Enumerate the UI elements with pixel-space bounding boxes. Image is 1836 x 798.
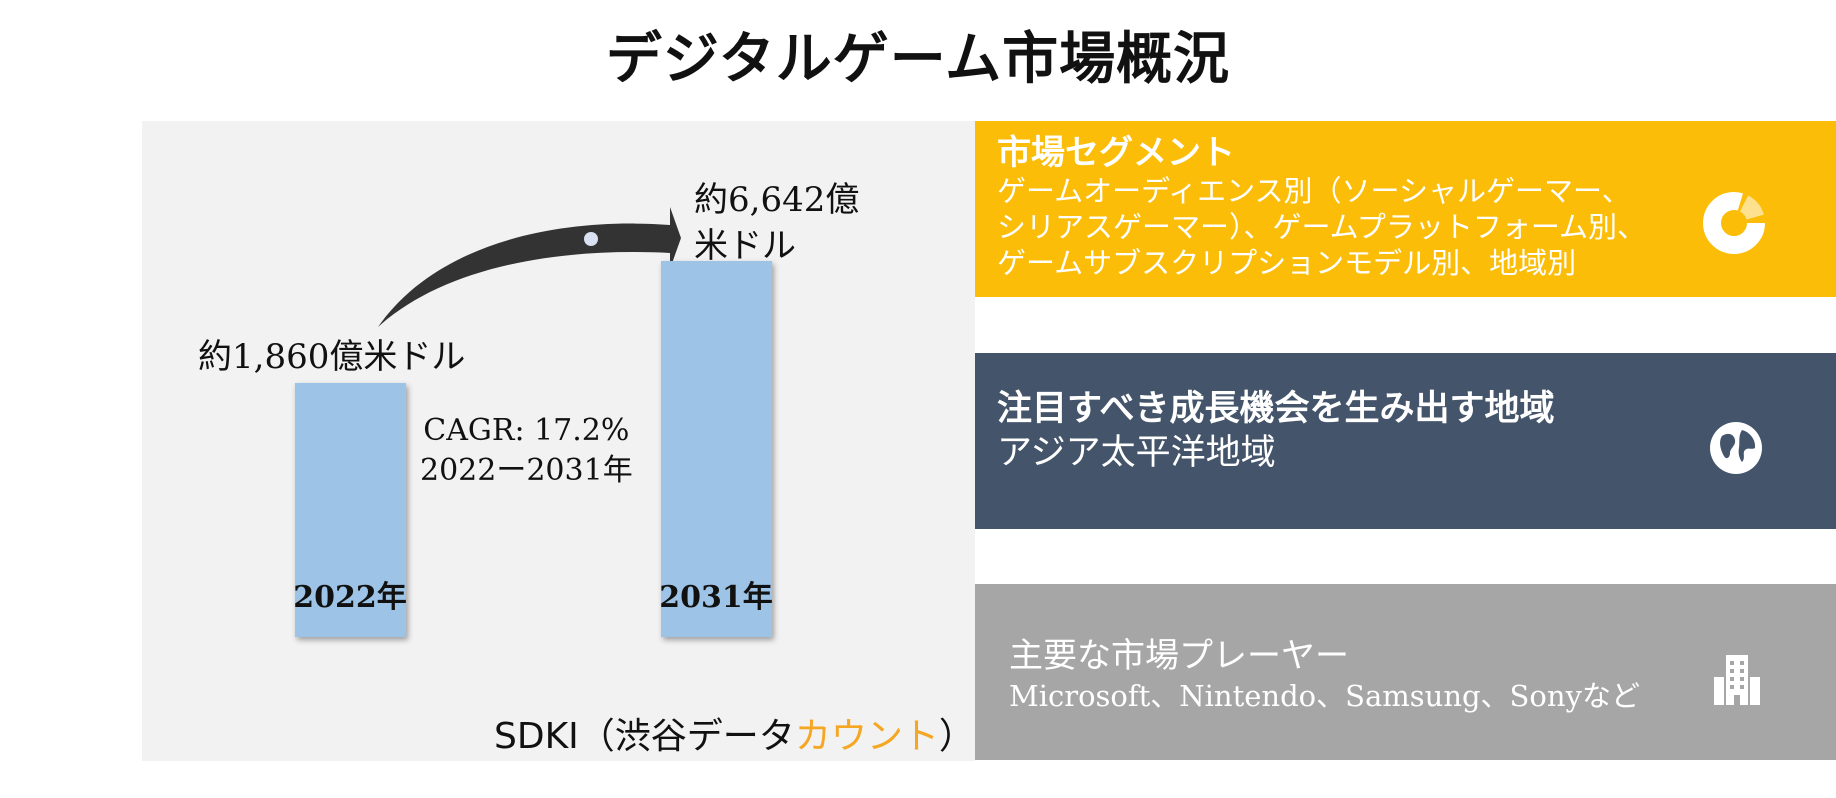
- donut-chart-icon: [1703, 192, 1765, 254]
- chart-panel: 2022年 2031年 約1,860億米ドル 約6,642億 米ドル CAGR: …: [142, 121, 975, 761]
- cagr-period: 2022ー2031年: [420, 453, 633, 488]
- players-panel: 主要な市場プレーヤー Microsoft、Nintendo、Samsung、So…: [975, 584, 1836, 760]
- region-line-1: アジア太平洋地域: [997, 433, 1276, 473]
- arrow-dot: [584, 232, 598, 246]
- credit-suffix: ）: [938, 716, 975, 757]
- players-heading: 主要な市場プレーヤー: [1009, 636, 1349, 676]
- growth-arrow: [378, 207, 681, 327]
- players-line-1: Microsoft、Nintendo、Samsung、Sonyなど: [1009, 679, 1640, 713]
- segment-line-1: ゲームオーディエンス別（ソーシャルゲーマー、: [997, 174, 1631, 208]
- building-icon: [1714, 655, 1760, 705]
- cagr-value: CAGR: 17.2%: [423, 413, 630, 448]
- bar-2031: [661, 261, 772, 637]
- cagr-annotation: CAGR: 17.2% 2022ー2031年: [420, 411, 633, 491]
- credit-accent: カウント: [794, 716, 939, 757]
- tick-label-2022: 2022年: [293, 580, 407, 615]
- segment-panel: 市場セグメント ゲームオーディエンス別（ソーシャルゲーマー、 シリアスゲーマー）…: [975, 121, 1836, 297]
- segment-heading: 市場セグメント: [997, 133, 1235, 173]
- region-heading: 注目すべき成長機会を生み出す地域: [997, 388, 1555, 429]
- value-label-2022: 約1,860億米ドル: [198, 337, 466, 377]
- bar-chart: 2022年 2031年: [293, 207, 773, 637]
- bar-2022: [295, 383, 406, 637]
- credit-prefix: SDKI（渋谷データ: [494, 716, 795, 757]
- region-panel: 注目すべき成長機会を生み出す地域 アジア太平洋地域: [975, 353, 1836, 529]
- segment-line-2: シリアスゲーマー）、ゲームプラットフォーム別、: [997, 210, 1647, 244]
- source-credit: SDKI（渋谷データカウント）: [494, 707, 975, 759]
- value-label-2031: 約6,642億 米ドル: [694, 180, 860, 266]
- segment-line-3: ゲームサブスクリプションモデル別、地域別: [997, 246, 1577, 280]
- page-title: デジタルゲーム市場概況: [605, 26, 1231, 92]
- globe-icon: [1710, 422, 1762, 474]
- tick-label-2031: 2031年: [659, 580, 773, 615]
